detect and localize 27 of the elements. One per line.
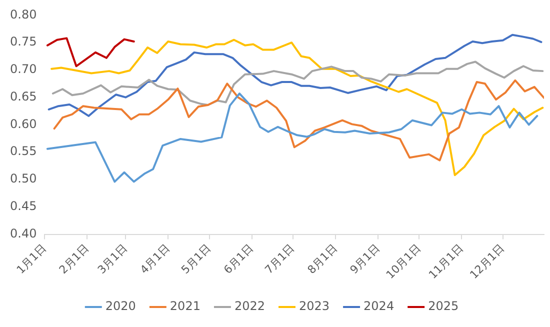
y-tick-label: 0.70 [10,62,37,76]
legend-label: 2023 [299,299,330,314]
legend-label: 2024 [364,299,394,314]
x-tick-label: 6月1日 [221,242,256,277]
y-tick-label: 0.40 [10,226,37,240]
x-tick-label: 12月1日 [467,242,507,282]
y-tick-label: 0.55 [10,144,37,158]
x-tick-label: 4月1日 [138,242,172,277]
y-tick-label: 0.45 [10,199,37,214]
y-tick-label: 0.60 [10,116,37,131]
x-tick-label: 9月1日 [348,242,382,277]
y-tick-label: 0.50 [10,172,37,186]
x-tick-label: 7月1日 [262,242,298,277]
x-tick-label: 1月1日 [14,242,49,277]
x-tick-label: 11月1日 [426,242,466,282]
legend-label: 2022 [234,299,266,314]
x-tick-label: 5月1日 [178,242,214,277]
legend-label: 2020 [105,299,136,314]
legend-label: 2025 [428,299,459,314]
x-tick-label: 10月1日 [384,242,424,282]
x-tick-label: 2月1日 [56,242,92,277]
y-tick-label: 0.65 [10,89,37,104]
y-tick-label: 0.80 [10,7,37,22]
x-tick-label: 8月1日 [305,242,340,277]
x-tick-label: 3月1日 [95,242,130,277]
legend-label: 2021 [170,299,200,314]
y-tick-label: 0.75 [10,34,37,49]
